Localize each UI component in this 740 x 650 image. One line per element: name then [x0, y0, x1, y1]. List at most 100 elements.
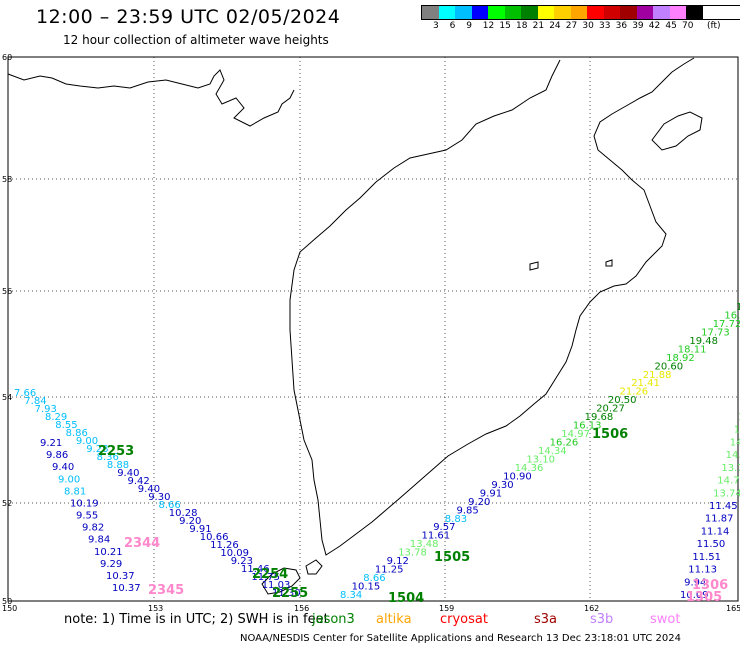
- wave-height-label: 9.85: [457, 505, 479, 516]
- map-frame: [7, 56, 739, 602]
- wave-height-label: 7.84: [24, 396, 46, 407]
- lat-label: 56: [2, 287, 12, 296]
- wave-height-label: 9.00: [58, 474, 80, 485]
- wave-height-label: 9.30: [148, 492, 170, 503]
- wave-height-label: 21.26: [620, 387, 649, 398]
- legend-swatch: [537, 6, 554, 19]
- wave-height-label: 9.57: [433, 522, 455, 533]
- legend-labels: 3 6 9 12 15 18 21 24 27 30 33 36 39 42 45 70 (ft): [421, 20, 740, 32]
- wave-height-label: 9.86: [46, 450, 68, 461]
- time-tag: 1305: [686, 590, 722, 605]
- legend-label: 3: [433, 21, 439, 31]
- coastline: [7, 57, 703, 595]
- time-tag: 2345: [148, 583, 184, 598]
- legend-label: 30: [582, 21, 594, 31]
- lat-label: 52: [2, 499, 12, 508]
- time-tag: 2255: [272, 586, 308, 601]
- satellite-name: cryosat: [440, 612, 488, 627]
- satellite-name: s3a: [534, 612, 558, 627]
- wave-height-label: 14.36: [515, 463, 544, 474]
- wave-height-label: 13.48: [410, 539, 439, 550]
- wave-height-label: 10.09: [680, 590, 709, 601]
- legend-swatch: [653, 6, 670, 19]
- wave-height-label: 16.13: [724, 311, 740, 322]
- wave-height-label: 11.51: [692, 552, 721, 563]
- latitude-labels: 60 58 56 54 52 50: [2, 53, 12, 606]
- wave-height-label: 11.03: [262, 580, 291, 591]
- wave-height-label: 13.74: [713, 488, 740, 499]
- longitude-labels: 150 153 156 159 162 165: [2, 604, 740, 613]
- wave-height-label: 9.84: [88, 535, 110, 546]
- lon-label: 150: [2, 604, 17, 613]
- legend-label: 21: [532, 21, 545, 31]
- lat-label: 58: [2, 175, 12, 184]
- legend-label: 33: [599, 21, 611, 31]
- wave-height-label: 19: [736, 302, 740, 313]
- legend-label: 45: [665, 21, 677, 31]
- legend-swatch: [438, 6, 455, 19]
- wave-height-label: 8.81: [64, 486, 86, 497]
- karaginsky-island: [651, 111, 703, 151]
- lat-label: 50: [2, 597, 12, 606]
- wave-height-label: 16.26: [550, 438, 579, 449]
- wave-height-label: 11.30: [272, 588, 301, 599]
- wave-height-label: 9.20: [179, 516, 201, 527]
- wave-height-label: 11.61: [422, 531, 451, 542]
- wave-height-label: 16.13: [573, 421, 602, 432]
- wave-height-label: 18.11: [678, 344, 707, 355]
- satellite-name: jason3: [312, 612, 355, 627]
- shumshu-island: [305, 559, 323, 575]
- time-tag: 2344: [124, 536, 160, 551]
- small-island-1: [529, 261, 539, 271]
- page-title: 12:00 – 23:59 UTC 02/05/2024: [36, 6, 341, 28]
- wave-height-label: 20.27: [596, 404, 625, 415]
- wave-height-label: 18.92: [666, 353, 695, 364]
- wave-height-label: 7.93: [35, 404, 57, 415]
- wave-height-label: 13.: [734, 425, 740, 436]
- wave-height-label: 8.34: [340, 590, 362, 601]
- lon-label: 162: [584, 604, 599, 613]
- wave-height-label: 9.28: [86, 444, 108, 455]
- legend-label: 15: [499, 21, 511, 31]
- legend-swatch: [521, 6, 538, 19]
- legend-label: 39: [632, 21, 644, 31]
- wave-height-label: 9.29: [100, 559, 122, 570]
- time-tag: 2253: [98, 444, 134, 459]
- wave-height-label: 14.34: [538, 446, 567, 457]
- wave-height-label: 9.91: [189, 524, 211, 535]
- wave-height-label: 9.91: [480, 488, 502, 499]
- wave-height-label: 14.97: [561, 429, 590, 440]
- wave-height-label: 13.78: [398, 548, 427, 559]
- lon-label: 156: [294, 604, 309, 613]
- legend-label: 36: [615, 21, 628, 31]
- wave-height-label: 8.55: [55, 420, 77, 431]
- wave-height-label: 9.12: [387, 556, 409, 567]
- wave-height-label: 8.88: [107, 460, 129, 471]
- satellite-name: s3b: [590, 612, 614, 627]
- wave-height-label: 19.48: [689, 336, 718, 347]
- legend-label: 12: [482, 21, 495, 31]
- wave-height-label: 8.36: [97, 452, 119, 463]
- wave-height-label: 13: [738, 412, 740, 423]
- wave-height-label: 11.46: [241, 564, 270, 575]
- legend-swatch: [620, 6, 637, 19]
- legend-swatch: [686, 6, 703, 19]
- satellite-tracks: 7.667.847.938.298.558.869.009.288.368.88…: [14, 302, 740, 601]
- wave-height-label: 11.13: [688, 565, 717, 576]
- wave-height-label: 13.10: [526, 455, 555, 466]
- legend-swatch: [636, 6, 653, 19]
- wave-height-label: 11.26: [210, 540, 239, 551]
- lat-label: 54: [2, 393, 12, 402]
- satellite-name: altika: [376, 612, 412, 627]
- wave-height-label: 9.82: [82, 523, 104, 534]
- wave-height-label: 11.45: [709, 501, 738, 512]
- wave-height-label: 14.79: [717, 476, 740, 487]
- wave-height-label: 21.88: [643, 370, 672, 381]
- wave-height-label: 11.87: [705, 514, 734, 525]
- time-tag: 2254: [252, 567, 288, 582]
- wave-height-label: 8.83: [445, 514, 467, 525]
- wave-height-label: 10.15: [352, 582, 381, 593]
- legend-swatch: [603, 6, 620, 19]
